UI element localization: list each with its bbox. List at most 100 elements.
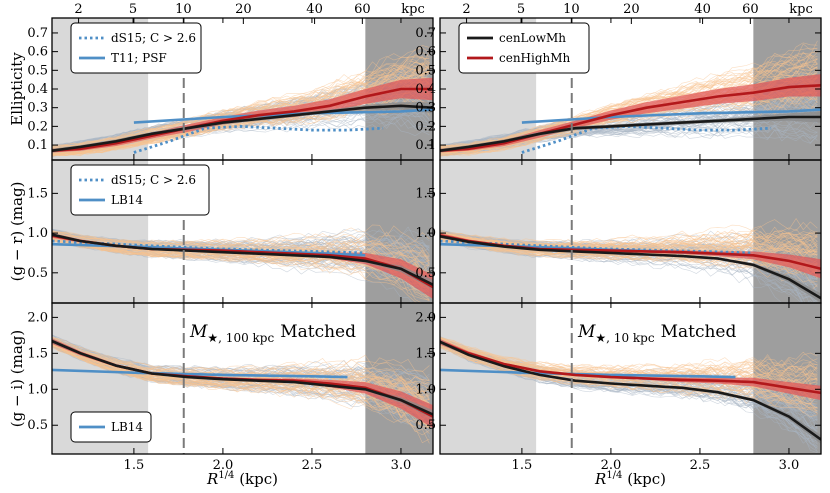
individual-profile	[440, 103, 818, 156]
top-axis-unit: kpc	[401, 2, 424, 17]
x-axis-label: R1/4 (kpc)	[206, 464, 278, 488]
top-tick-label: 40	[694, 2, 711, 17]
x-axis-label: R1/4 (kpc)	[594, 464, 666, 488]
annotation-symbol: M	[577, 322, 596, 342]
y-axis-label: (g − r) (mag)	[8, 182, 26, 282]
y-tick-label: 0.6	[27, 45, 48, 60]
y-tick-label: 1.5	[27, 186, 48, 201]
top-tick-label: 20	[235, 2, 252, 17]
cenLowMh-median-line	[440, 115, 821, 152]
individual-profile	[440, 91, 818, 157]
reference-line-lb14	[52, 368, 348, 379]
y-tick-label: 0.3	[415, 101, 436, 116]
cenHighMh-median-line	[440, 84, 821, 152]
individual-profile	[52, 339, 430, 404]
y-tick-label: 0.4	[415, 82, 436, 97]
individual-profile	[52, 68, 430, 147]
individual-profile	[52, 238, 418, 303]
cenLowMh-median-line	[52, 233, 433, 286]
individual-profile	[440, 228, 818, 247]
top-tick-label: 60	[354, 2, 371, 17]
top-tick-label: 5	[129, 2, 137, 17]
legend-box	[70, 411, 152, 443]
y-tick-label: 0.5	[27, 418, 48, 433]
annotation-right: M★, 10 kpc Matched	[577, 322, 736, 345]
individual-profile	[440, 337, 818, 370]
individual-profile	[440, 237, 818, 275]
x-axis-label-exponent: 1/4	[218, 470, 234, 481]
cenLowMh-error-band	[440, 111, 821, 153]
panel-2-1-plot	[440, 335, 821, 453]
cenHighMh-median-line	[52, 87, 433, 152]
top-tick-label: 5	[517, 2, 525, 17]
top-axis-unit: kpc	[789, 2, 812, 17]
individual-profile	[440, 238, 818, 288]
individual-profile	[440, 336, 818, 381]
y-tick-label: 2.0	[27, 310, 48, 325]
individual-profile	[52, 224, 430, 245]
annotation-subscript: ★, 10 kpc	[595, 331, 654, 345]
x-tick-label: 2.0	[601, 458, 622, 473]
y-tick-label: 0.5	[415, 63, 436, 78]
legend-box	[70, 164, 210, 216]
individual-profile	[52, 336, 430, 399]
legend-label: LB14	[111, 420, 143, 434]
y-tick-label: 1.5	[415, 186, 436, 201]
panel-2-0-plot	[52, 334, 433, 444]
reference-line-ds15-c-2-6	[440, 239, 754, 255]
individual-profile	[52, 231, 430, 278]
reference-line-ds15-c-2-6	[52, 239, 366, 255]
cenHighMh-error-band	[52, 338, 433, 429]
individual-profile	[52, 239, 430, 301]
cenLowMh-median-line	[52, 339, 433, 416]
y-tick-label: 0.1	[27, 138, 48, 153]
y-tick-label: 2.0	[415, 310, 436, 325]
x-axis-label-unit: (kpc)	[239, 470, 278, 488]
y-tick-label: 1.5	[27, 346, 48, 361]
top-tick-label: 20	[623, 2, 640, 17]
individual-profile	[440, 230, 818, 245]
individual-profile	[52, 231, 430, 290]
y-tick-label: 0.1	[415, 138, 436, 153]
y-tick-label: 1.0	[27, 226, 48, 241]
x-axis-label-var: R	[594, 470, 606, 488]
cenLowMh-median-line	[52, 104, 433, 152]
y-tick-label: 0.2	[415, 119, 436, 134]
individual-profile	[440, 337, 818, 385]
y-tick-label: 0.5	[27, 63, 48, 78]
cenLowMh-error-band	[52, 233, 433, 290]
individual-profile	[440, 218, 818, 243]
individual-profile	[52, 61, 430, 147]
panel-frame	[51, 302, 434, 455]
panel-1-1-plot	[440, 218, 821, 303]
legend-label: cenLowMh	[499, 31, 566, 45]
shaded-region-inner	[440, 303, 537, 454]
y-axis-label: (g − i) (mag)	[8, 330, 26, 427]
top-tick-label: 60	[742, 2, 759, 17]
legend-label: dS15; C > 2.6	[111, 173, 196, 187]
reference-line-t11-psf	[521, 108, 821, 124]
y-tick-label: 0.6	[415, 45, 436, 60]
panel-frame	[439, 302, 822, 455]
y-tick-label: 0.4	[27, 82, 48, 97]
individual-profile	[440, 239, 792, 303]
reference-line-ds15-c-2-6	[133, 124, 384, 154]
cenHighMh-median-line	[440, 340, 821, 395]
panel-0-0-plot	[52, 45, 433, 158]
legend-box	[458, 22, 590, 74]
x-axis-label-unit: (kpc)	[627, 470, 666, 488]
annotation-subscript: ★, 100 kpc	[207, 331, 274, 345]
shaded-region-inner	[440, 160, 537, 303]
y-tick-label: 0.7	[27, 26, 48, 41]
top-tick-label: 10	[175, 2, 192, 17]
individual-profile	[440, 229, 818, 244]
cenLowMh-median-line	[440, 235, 821, 300]
y-tick-label: 1.5	[415, 346, 436, 361]
individual-profile	[52, 337, 430, 396]
individual-profile	[440, 58, 818, 148]
y-tick-label: 0.5	[415, 418, 436, 433]
top-tick-label: 10	[563, 2, 580, 17]
y-tick-label: 1.0	[415, 226, 436, 241]
top-tick-label: 40	[306, 2, 323, 17]
